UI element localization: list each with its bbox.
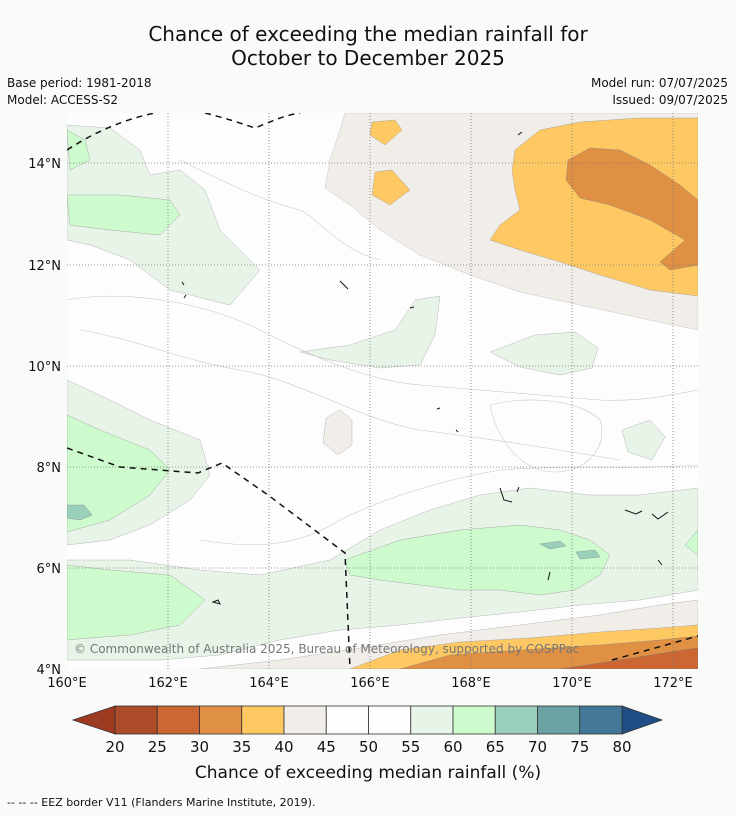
lat-label: 14°N	[28, 157, 61, 172]
region-35-40-small-b	[371, 169, 411, 206]
colorbar-tick-label: 55	[401, 738, 420, 756]
contour-lines	[67, 159, 698, 546]
colorbar-tick-label: 70	[528, 738, 547, 756]
colorbar-tick-label: 45	[317, 738, 336, 756]
lon-label: 162°E	[148, 676, 188, 691]
region-35-40	[489, 117, 698, 297]
gridlines	[67, 113, 698, 669]
colorbar-tick-label: 80	[612, 738, 631, 756]
model-text: Model: ACCESS-S2	[7, 93, 119, 107]
colorbar: 20 25 30 35 40 45 50 55 60 65 70 75 80	[71, 705, 664, 756]
region-40-45-blob	[322, 409, 353, 456]
region-55-60-east-small	[621, 419, 666, 461]
title-line-1: Chance of exceeding the median rainfall …	[148, 22, 588, 46]
colorbar-tick-label: 25	[148, 738, 167, 756]
colorbar-swatch	[325, 705, 369, 735]
region-60-65-east-edge	[684, 529, 698, 556]
colorbar-swatch	[579, 705, 623, 735]
title-line-2: October to December 2025	[231, 46, 505, 70]
colorbar-swatch	[241, 705, 285, 735]
eez-borders	[67, 113, 698, 669]
colorbar-tick-label: 75	[570, 738, 589, 756]
islands	[181, 131, 669, 605]
region-55-60-east	[489, 331, 599, 376]
map-title: Chance of exceeding the median rainfall …	[0, 22, 736, 70]
lat-axis: 14°N 12°N 10°N 8°N 6°N 4°N	[28, 157, 61, 678]
lon-axis: 160°E 162°E 164°E 166°E 168°E 170°E 172°…	[47, 676, 693, 691]
lon-label: 172°E	[653, 676, 693, 691]
copyright-text: © Commonwealth of Australia 2025, Bureau…	[74, 642, 579, 656]
region-65-70-south-a	[539, 540, 567, 550]
colorbar-swatch	[283, 705, 327, 735]
region-35-40-small-a	[369, 119, 403, 146]
eez-footnote: -- -- -- EEZ border V11 (Flanders Marine…	[7, 796, 316, 809]
colorbar-tick-label: 50	[359, 738, 378, 756]
lat-label: 12°N	[28, 259, 61, 274]
issued-text: Issued: 09/07/2025	[612, 93, 728, 107]
lon-label: 170°E	[552, 676, 592, 691]
lon-label: 166°E	[350, 676, 390, 691]
colorbar-swatch	[156, 705, 200, 735]
region-60-65-south-mid	[344, 524, 611, 596]
region-60-65-north-edge	[67, 129, 91, 171]
lon-label: 168°E	[451, 676, 491, 691]
region-60-65-north	[67, 194, 181, 236]
model-run-text: Model run: 07/07/2025	[590, 76, 728, 90]
map-panel	[67, 113, 698, 669]
colorbar-swatch	[199, 705, 243, 735]
region-60-65-south	[67, 564, 206, 641]
lon-label: 160°E	[47, 676, 87, 691]
region-25-30-south	[559, 647, 698, 669]
colorbar-swatch	[114, 705, 158, 735]
colorbar-tick-label: 60	[443, 738, 462, 756]
colorbar-swatch	[494, 705, 538, 735]
region-65-70-west	[67, 504, 93, 521]
meta-left: Base period: 1981-2018 Model: ACCESS-S2	[7, 75, 152, 109]
region-65-70-south-b	[575, 549, 601, 560]
colorbar-swatch	[537, 705, 581, 735]
colorbar-tick-label: 35	[232, 738, 251, 756]
region-55-60-mid	[299, 295, 441, 369]
lat-label: 4°N	[37, 663, 62, 678]
region-30-35	[565, 147, 698, 271]
lon-label: 164°E	[249, 676, 289, 691]
colorbar-low-extension	[71, 705, 116, 735]
lat-label: 6°N	[37, 562, 62, 577]
colorbar-swatch	[452, 705, 496, 735]
colorbar-high-extension	[621, 705, 664, 735]
base-period-text: Base period: 1981-2018	[7, 76, 152, 90]
region-60-65-west	[67, 414, 171, 533]
colorbar-swatch	[368, 705, 412, 735]
colorbar-swatch	[410, 705, 454, 735]
colorbar-tick-label: 65	[486, 738, 505, 756]
colorbar-label: Chance of exceeding median rainfall (%)	[195, 763, 541, 783]
lat-label: 8°N	[37, 461, 62, 476]
lat-label: 10°N	[28, 360, 61, 375]
colorbar-tick-label: 30	[190, 738, 209, 756]
colorbar-tick-label: 40	[274, 738, 293, 756]
colorbar-tick-label: 20	[105, 738, 124, 756]
meta-right: Model run: 07/07/2025 Issued: 09/07/2025	[591, 75, 728, 109]
